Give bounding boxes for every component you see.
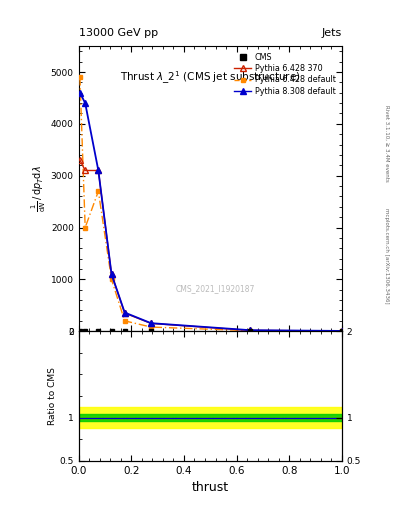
- Text: 13000 GeV pp: 13000 GeV pp: [79, 28, 158, 38]
- Bar: [79, 407, 342, 428]
- Y-axis label: Ratio to CMS: Ratio to CMS: [48, 367, 57, 425]
- Text: Thrust $\lambda\_2^1$ (CMS jet substructure): Thrust $\lambda\_2^1$ (CMS jet substruct…: [120, 69, 301, 86]
- Y-axis label: $\frac{1}{\mathrm{d}N}\,/\,\mathrm{d}p_T\mathrm{d}\lambda$: $\frac{1}{\mathrm{d}N}\,/\,\mathrm{d}p_T…: [30, 165, 48, 212]
- Text: CMS_2021_I1920187: CMS_2021_I1920187: [176, 284, 255, 293]
- Text: Jets: Jets: [321, 28, 342, 38]
- Text: mcplots.cern.ch [arXiv:1306.3436]: mcplots.cern.ch [arXiv:1306.3436]: [384, 208, 389, 304]
- X-axis label: thrust: thrust: [192, 481, 229, 494]
- Bar: [79, 414, 342, 421]
- Text: Rivet 3.1.10, ≥ 3.4M events: Rivet 3.1.10, ≥ 3.4M events: [384, 105, 389, 182]
- Legend: CMS, Pythia 6.428 370, Pythia 6.428 default, Pythia 8.308 default: CMS, Pythia 6.428 370, Pythia 6.428 defa…: [231, 50, 338, 98]
